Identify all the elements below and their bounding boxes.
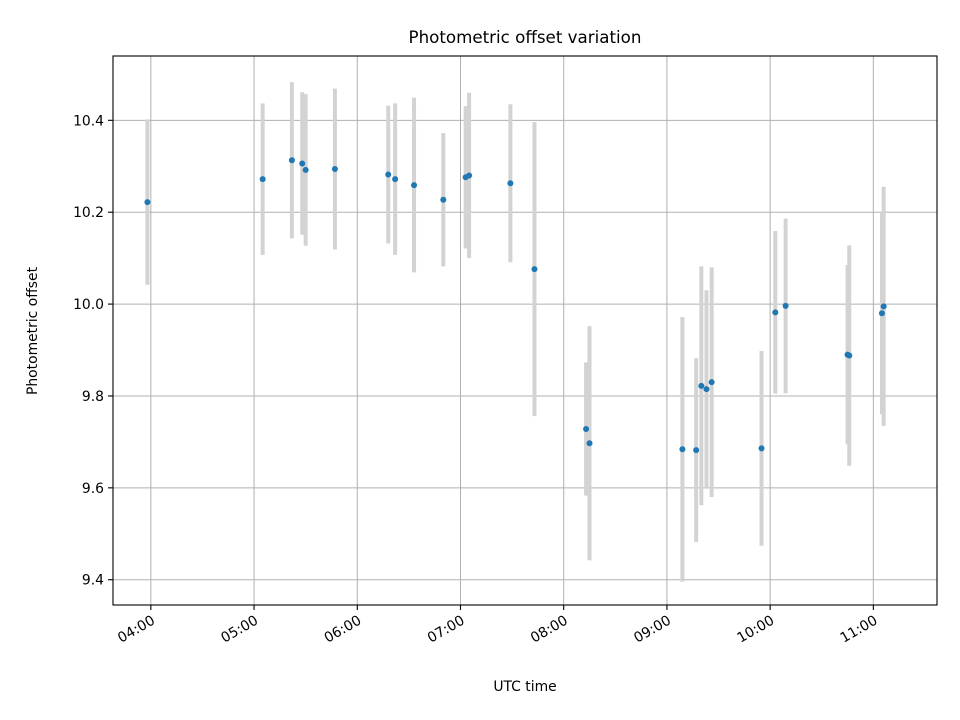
data-point [679, 446, 686, 453]
plot-frame [112, 55, 938, 606]
data-point [299, 160, 306, 167]
x-tick-label: 11:00 [838, 613, 881, 647]
y-tick-label: 9.8 [82, 389, 104, 405]
y-tick-label: 10.4 [73, 113, 104, 129]
data-point [782, 302, 789, 309]
data-point [698, 382, 705, 389]
data-point [507, 180, 514, 187]
data-point [144, 199, 151, 206]
axis-ticks: 04:00 05:00 06:00 07:00 08:00 09:00 10:00 11:00… [73, 113, 880, 646]
data-point [288, 157, 295, 164]
data-point [583, 426, 590, 433]
y-tick-label: 10.2 [73, 205, 104, 221]
data-point [708, 379, 715, 386]
data-point [411, 182, 418, 189]
data-point [878, 310, 885, 317]
x-tick-label: 05:00 [218, 613, 261, 647]
x-tick-label: 06:00 [322, 613, 365, 647]
data-point [392, 176, 399, 183]
data-point [880, 303, 887, 310]
y-tick-label: 10.0 [73, 297, 104, 313]
data-point [440, 196, 447, 203]
data-point [531, 266, 538, 273]
data-point [846, 352, 853, 359]
x-tick-label: 07:00 [425, 613, 468, 647]
data-point [302, 166, 309, 173]
data-point [772, 309, 779, 316]
error-bars [145, 82, 886, 582]
data-point [259, 176, 266, 183]
data-point [758, 445, 765, 452]
y-tick-label: 9.6 [82, 481, 104, 497]
data-point [586, 440, 593, 447]
x-tick-label: 04:00 [115, 613, 158, 647]
data-point [385, 171, 392, 178]
x-tick-label: 09:00 [631, 613, 674, 647]
x-tick-label: 10:00 [734, 613, 777, 647]
chart-title: Photometric offset variation [409, 27, 642, 47]
y-tick-label: 9.4 [82, 573, 104, 589]
x-axis-label: UTC time [493, 679, 556, 695]
data-point [703, 386, 710, 393]
y-axis-label: Photometric offset [25, 266, 41, 395]
data-point [466, 172, 473, 179]
grid [113, 56, 937, 605]
data-points [144, 157, 887, 454]
data-point [331, 166, 338, 173]
x-tick-label: 08:00 [528, 613, 571, 647]
data-point [693, 447, 700, 454]
